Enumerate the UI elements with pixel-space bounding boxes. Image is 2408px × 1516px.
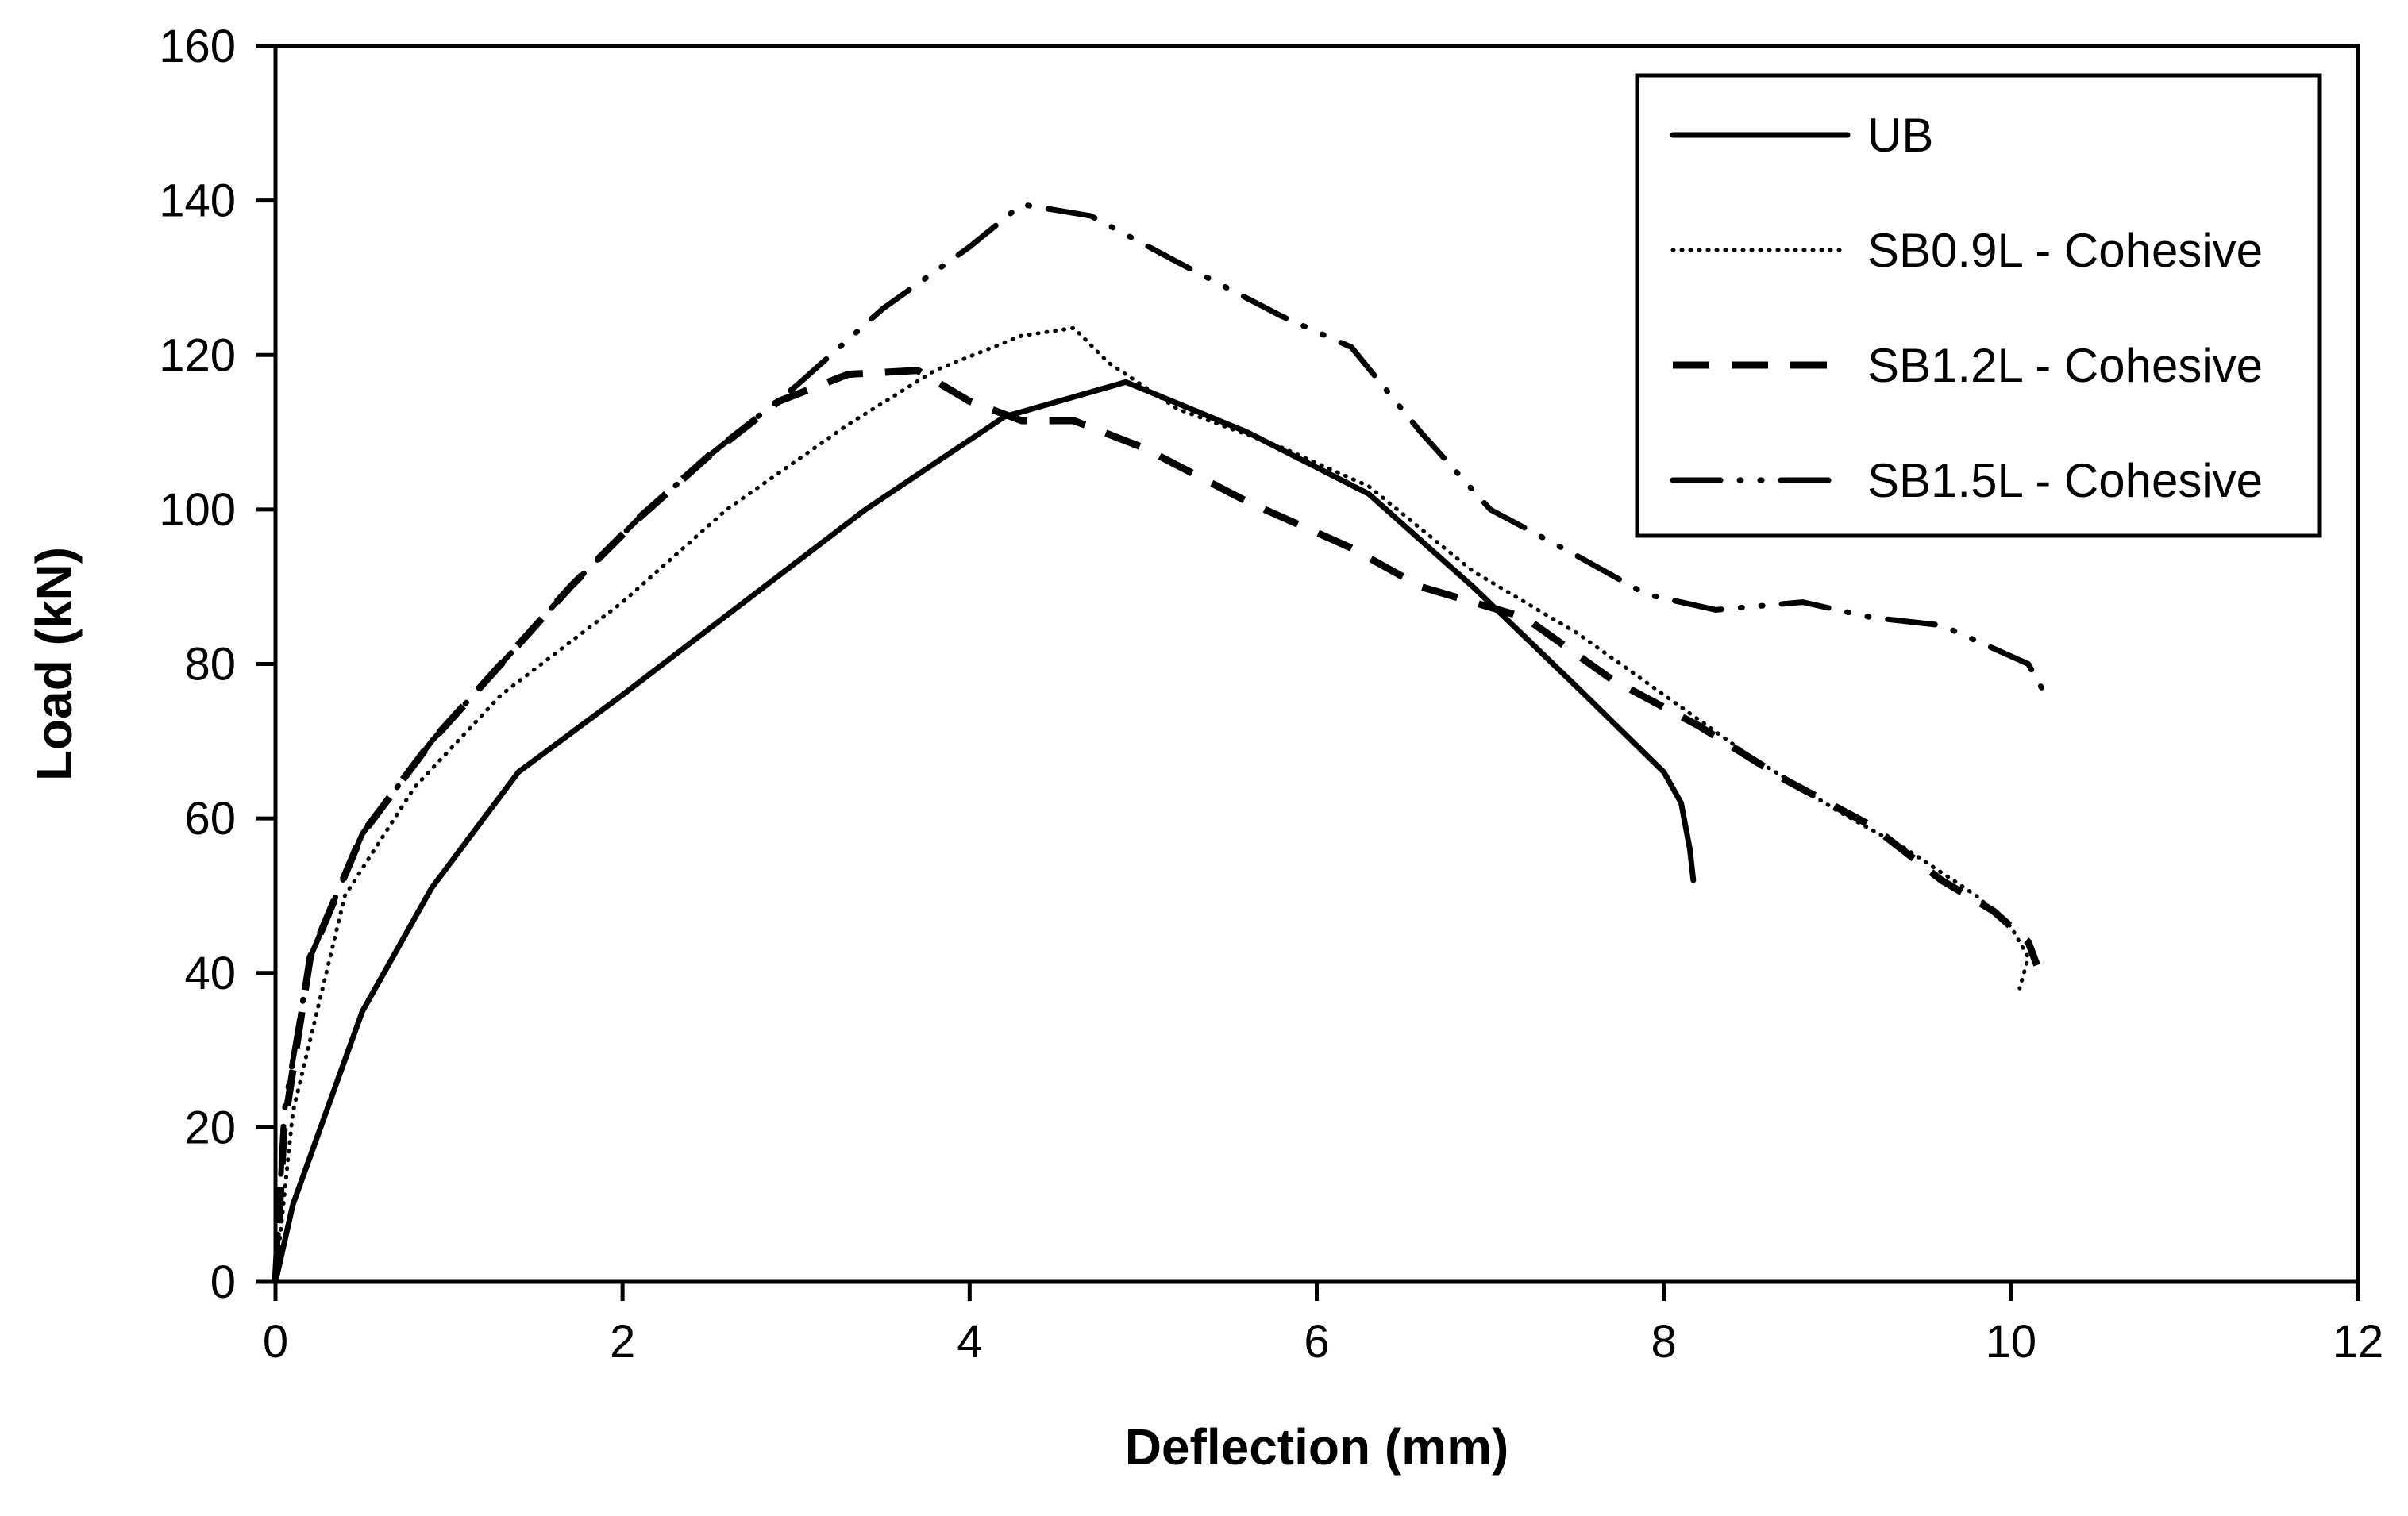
x-tick-label: 2 [610,1316,635,1368]
series-line-2 [273,325,2031,1284]
series-line-1 [272,379,1697,1285]
series-line-4 [272,202,2048,1285]
plot-lines [272,202,2048,1285]
legend-label-1: UB [1867,109,1933,162]
y-tick-label: 140 [159,175,236,227]
y-tick-label: 100 [159,484,236,536]
y-tick-label: 80 [184,639,236,691]
y-tick-label: 120 [159,329,236,381]
y-axis-title: Load (kN) [25,547,83,781]
x-axis-title: Deflection (mm) [1125,1418,1509,1476]
y-axis: 0 20 40 60 80 100 120 140 160 [159,21,275,1308]
legend-box [1635,73,2322,538]
y-tick-label: 60 [184,793,236,845]
x-tick-label: 0 [263,1316,288,1368]
x-tick-label: 6 [1304,1316,1329,1368]
x-tick-label: 12 [2333,1316,2384,1368]
x-axis: 0 2 4 6 8 10 12 [263,1282,2383,1368]
y-tick-label: 20 [184,1102,236,1153]
legend-label-2: SB0.9L - Cohesive [1867,224,2263,277]
y-tick-label: 0 [210,1256,236,1308]
x-tick-label: 8 [1651,1316,1677,1368]
x-tick-label: 4 [957,1316,982,1368]
x-tick-label: 10 [1986,1316,2037,1368]
legend-label-3: SB1.2L - Cohesive [1867,339,2263,392]
legend: UB SB0.9L - Cohesive SB1.2L - Cohesive SB1.… [1635,73,2322,538]
y-tick-label: 40 [184,948,236,999]
legend-label-4: SB1.5L - Cohesive [1867,454,2263,507]
y-tick-label: 160 [159,21,236,72]
